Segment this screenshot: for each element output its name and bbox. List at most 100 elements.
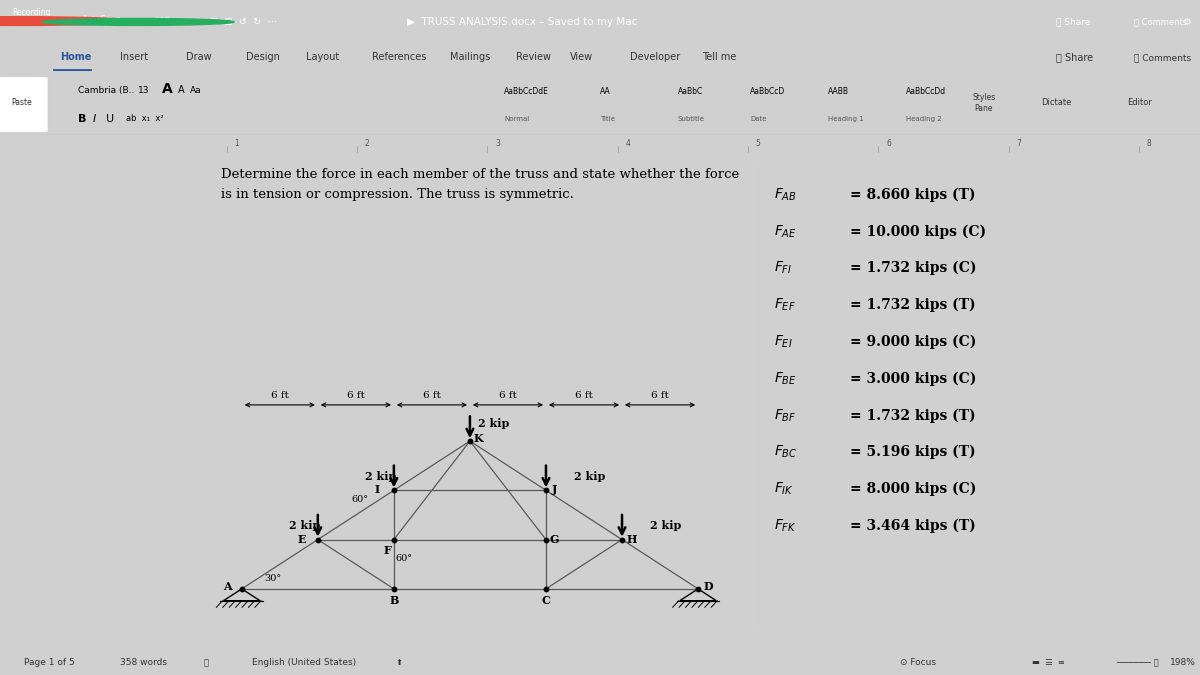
Text: $F_{FI}$: $F_{FI}$ bbox=[774, 260, 792, 277]
Text: = 1.732 kips (T): = 1.732 kips (T) bbox=[850, 298, 976, 313]
Text: ⤴ Share: ⤴ Share bbox=[1056, 18, 1091, 26]
Text: 8: 8 bbox=[1147, 139, 1152, 148]
Text: 2 kip: 2 kip bbox=[478, 418, 510, 429]
Circle shape bbox=[0, 17, 137, 26]
Text: B: B bbox=[78, 114, 86, 124]
Text: 6 ft: 6 ft bbox=[499, 392, 517, 400]
Text: 6 ft: 6 ft bbox=[347, 392, 365, 400]
Text: ─────── ＋: ─────── ＋ bbox=[1116, 658, 1159, 668]
Text: = 5.196 kips (T): = 5.196 kips (T) bbox=[850, 445, 976, 460]
Text: Recording: Recording bbox=[12, 7, 50, 17]
Text: = 8.660 kips (T): = 8.660 kips (T) bbox=[850, 188, 976, 202]
Text: View: View bbox=[570, 53, 593, 62]
Text: Normal: Normal bbox=[504, 116, 529, 122]
Text: Heading 1: Heading 1 bbox=[828, 116, 864, 122]
Text: Date: Date bbox=[750, 116, 767, 122]
Text: 6 ft: 6 ft bbox=[422, 392, 440, 400]
Text: $F_{AE}$: $F_{AE}$ bbox=[774, 223, 797, 240]
Text: = 9.000 kips (C): = 9.000 kips (C) bbox=[850, 335, 977, 349]
Text: A: A bbox=[223, 580, 232, 592]
Text: 6: 6 bbox=[886, 139, 890, 148]
Text: $F_{EF}$: $F_{EF}$ bbox=[774, 297, 796, 313]
Text: Editor: Editor bbox=[1128, 99, 1152, 107]
Text: = 3.000 kips (C): = 3.000 kips (C) bbox=[850, 371, 977, 386]
Text: A: A bbox=[178, 85, 185, 95]
Text: Aa: Aa bbox=[190, 86, 202, 94]
Text: G: G bbox=[550, 534, 559, 545]
Text: D: D bbox=[703, 580, 713, 592]
Text: U: U bbox=[106, 114, 114, 124]
Text: $F_{BF}$: $F_{BF}$ bbox=[774, 407, 797, 424]
Text: K: K bbox=[473, 433, 482, 444]
Text: ⊞  ⊡  ↺  ↻  ⋯: ⊞ ⊡ ↺ ↻ ⋯ bbox=[210, 17, 277, 27]
Text: AutoSave: AutoSave bbox=[82, 16, 121, 24]
Text: Heading 2: Heading 2 bbox=[906, 116, 942, 122]
Text: 30°: 30° bbox=[264, 574, 281, 583]
Text: $F_{BC}$: $F_{BC}$ bbox=[774, 444, 798, 460]
Text: AA: AA bbox=[600, 87, 611, 96]
Text: 3: 3 bbox=[496, 139, 500, 148]
Text: AaBbCcDd: AaBbCcDd bbox=[906, 87, 946, 96]
Text: Home: Home bbox=[60, 53, 91, 62]
Text: 358 words: 358 words bbox=[120, 658, 167, 668]
Circle shape bbox=[42, 18, 234, 26]
Text: Insert: Insert bbox=[120, 53, 148, 62]
Text: F: F bbox=[384, 545, 391, 556]
Text: Layout: Layout bbox=[306, 53, 340, 62]
Text: 1: 1 bbox=[234, 139, 239, 148]
Text: 2 kip: 2 kip bbox=[650, 520, 682, 531]
Text: 5: 5 bbox=[756, 139, 761, 148]
Text: 2 kip: 2 kip bbox=[575, 471, 606, 482]
Text: ⤴ Share: ⤴ Share bbox=[1056, 53, 1093, 62]
Text: J: J bbox=[551, 483, 557, 495]
Text: = 10.000 kips (C): = 10.000 kips (C) bbox=[850, 224, 986, 239]
Text: OFF: OFF bbox=[154, 18, 170, 26]
Text: References: References bbox=[372, 53, 426, 62]
Text: 2: 2 bbox=[365, 139, 370, 148]
Text: = 1.732 kips (T): = 1.732 kips (T) bbox=[850, 408, 976, 423]
Text: C: C bbox=[541, 595, 551, 606]
Text: 2 kip: 2 kip bbox=[366, 471, 397, 482]
Text: H: H bbox=[626, 534, 637, 545]
Text: Subtitle: Subtitle bbox=[678, 116, 704, 122]
Text: Page 1 of 5: Page 1 of 5 bbox=[24, 658, 74, 668]
Text: = 3.464 kips (T): = 3.464 kips (T) bbox=[850, 518, 976, 533]
Text: I: I bbox=[92, 114, 96, 124]
Text: Title: Title bbox=[600, 116, 616, 122]
Text: is in tension or compression. The truss is symmetric.: is in tension or compression. The truss … bbox=[222, 188, 575, 201]
Text: I: I bbox=[376, 483, 380, 495]
Text: 7: 7 bbox=[1016, 139, 1021, 148]
Text: 60°: 60° bbox=[352, 495, 368, 504]
Text: A: A bbox=[162, 82, 173, 96]
Text: Styles
Pane: Styles Pane bbox=[972, 93, 996, 113]
Text: 13: 13 bbox=[138, 86, 150, 94]
Text: 60°: 60° bbox=[395, 554, 412, 563]
Text: Paste: Paste bbox=[11, 99, 32, 107]
Text: Cambria (B..: Cambria (B.. bbox=[78, 86, 134, 94]
Text: B: B bbox=[389, 595, 398, 606]
Text: Design: Design bbox=[246, 53, 280, 62]
Text: 4: 4 bbox=[625, 139, 630, 148]
Text: $F_{IK}$: $F_{IK}$ bbox=[774, 481, 794, 497]
Text: 🖊: 🖊 bbox=[204, 658, 209, 668]
Text: 🗨 Comments: 🗨 Comments bbox=[1134, 53, 1192, 62]
Text: Determine the force in each member of the truss and state whether the force: Determine the force in each member of th… bbox=[222, 168, 739, 182]
Text: ⬆: ⬆ bbox=[396, 658, 403, 668]
Text: AaBbC: AaBbC bbox=[678, 87, 703, 96]
Text: 🗨 Comments: 🗨 Comments bbox=[1134, 18, 1187, 26]
Text: ⚙: ⚙ bbox=[1182, 17, 1190, 27]
Text: English (United States): English (United States) bbox=[252, 658, 356, 668]
Text: Draw: Draw bbox=[186, 53, 211, 62]
Text: $F_{FK}$: $F_{FK}$ bbox=[774, 518, 797, 534]
Text: AaBbCcD: AaBbCcD bbox=[750, 87, 785, 96]
Text: 198%: 198% bbox=[1170, 658, 1196, 668]
Text: AaBbCcDdE: AaBbCcDdE bbox=[504, 87, 548, 96]
Text: 2 kip: 2 kip bbox=[289, 520, 320, 531]
Text: E: E bbox=[298, 534, 306, 545]
Text: Mailings: Mailings bbox=[450, 53, 491, 62]
Text: 6 ft: 6 ft bbox=[652, 392, 668, 400]
Text: $F_{AB}$: $F_{AB}$ bbox=[774, 186, 797, 203]
Text: ▬  ☰  ≡: ▬ ☰ ≡ bbox=[1032, 658, 1064, 668]
Text: Dictate: Dictate bbox=[1040, 99, 1072, 107]
Text: Review: Review bbox=[516, 53, 551, 62]
